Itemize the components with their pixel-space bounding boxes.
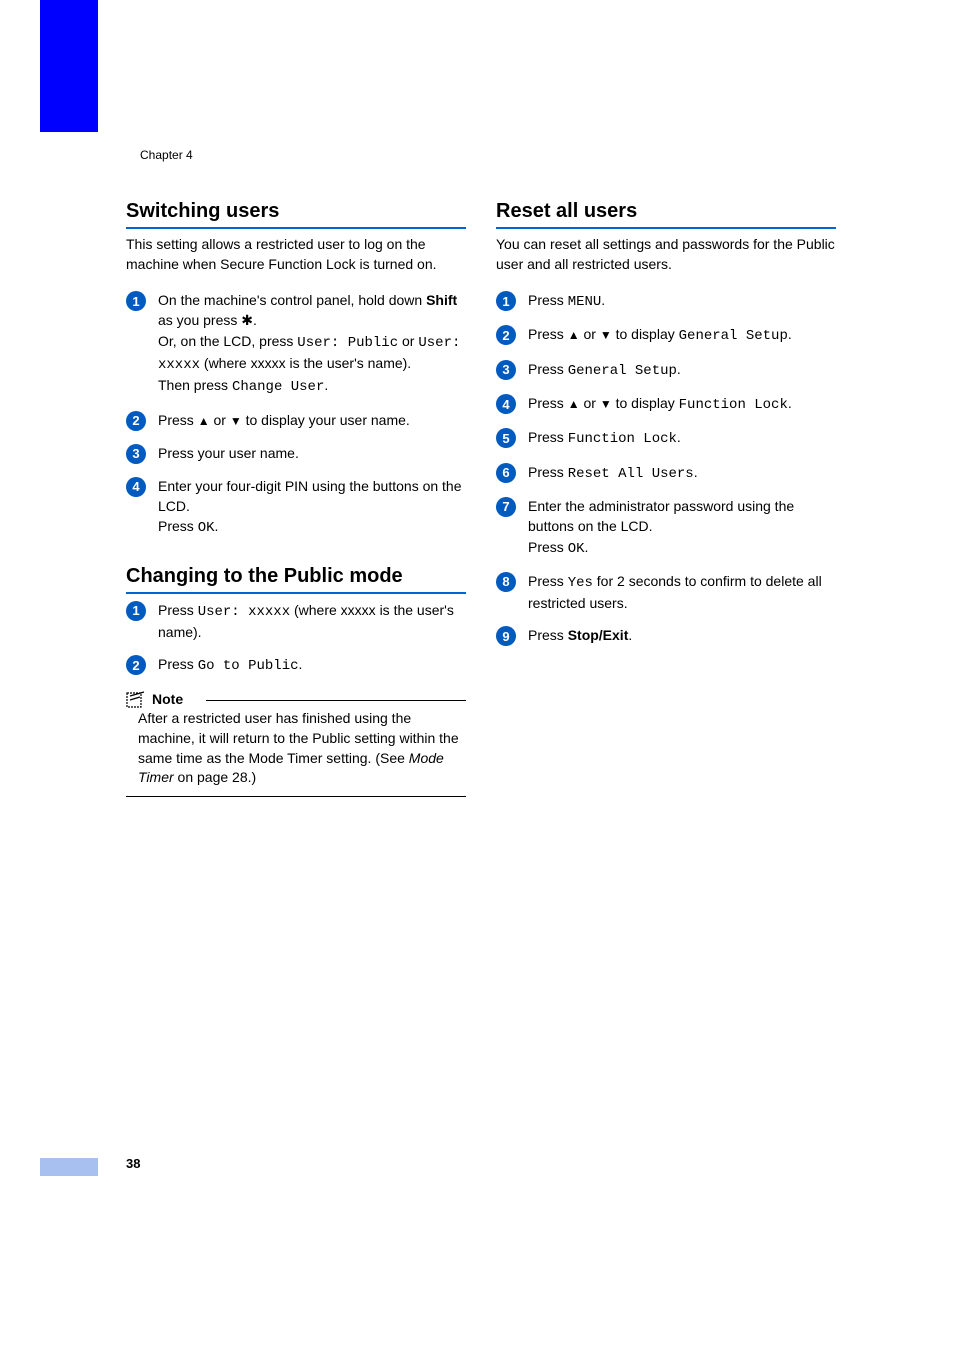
step-body: Press Stop/Exit. — [528, 625, 836, 645]
step-number-badge: 2 — [496, 325, 516, 345]
step-body: Enter your four-digit PIN using the butt… — [158, 476, 466, 539]
step: 4 Press ▲ or ▼ to display Function Lock. — [496, 393, 836, 415]
step: 1 Press User: xxxxx (where xxxxx is the u… — [126, 600, 466, 643]
steps-list: 1 Press MENU. 2 Press ▲ or ▼ to display Gen… — [496, 290, 836, 646]
note-title: Note — [152, 691, 183, 707]
step-body: Press ▲ or ▼ to display General Setup. — [528, 324, 836, 346]
steps-list: 1 On the machine's control panel, hold do… — [126, 290, 466, 538]
step-number-badge: 5 — [496, 428, 516, 448]
step-body: Press User: xxxxx (where xxxxx is the us… — [158, 600, 466, 643]
step-number-badge: 4 — [496, 394, 516, 414]
right-column: Reset all users You can reset all settin… — [496, 200, 836, 797]
step: 3 Press your user name. — [126, 443, 466, 464]
section-title-changing-public: Changing to the Public mode — [126, 565, 466, 594]
page-content: Switching users This setting allows a re… — [126, 200, 836, 797]
steps-list: 1 Press User: xxxxx (where xxxxx is the u… — [126, 600, 466, 677]
step-number-badge: 1 — [126, 291, 146, 311]
step: 1 Press MENU. — [496, 290, 836, 312]
section-intro: You can reset all settings and passwords… — [496, 235, 836, 274]
step-number-badge: 3 — [126, 444, 146, 464]
step-body: Press Go to Public. — [158, 654, 466, 676]
step-number-badge: 1 — [126, 601, 146, 621]
section-title-switching-users: Switching users — [126, 200, 466, 229]
step: 8 Press Yes for 2 seconds to confirm to d… — [496, 571, 836, 614]
note-icon — [126, 690, 146, 708]
header-color-band — [40, 0, 98, 132]
note-box: Note After a restricted user has finishe… — [126, 690, 466, 796]
step: 9 Press Stop/Exit. — [496, 625, 836, 646]
step-body: Press Yes for 2 seconds to confirm to de… — [528, 571, 836, 614]
step-number-badge: 7 — [496, 497, 516, 517]
step-body: Press your user name. — [158, 443, 466, 463]
step-body: Press Function Lock. — [528, 427, 836, 449]
step: 4 Enter your four-digit PIN using the but… — [126, 476, 466, 539]
step-body: On the machine's control panel, hold dow… — [158, 290, 466, 397]
step-number-badge: 1 — [496, 291, 516, 311]
step: 2 Press ▲ or ▼ to display your user name. — [126, 410, 466, 431]
step-body: Press MENU. — [528, 290, 836, 312]
step-number-badge: 4 — [126, 477, 146, 497]
step-body: Press Reset All Users. — [528, 462, 836, 484]
step-body: Press ▲ or ▼ to display Function Lock. — [528, 393, 836, 415]
step-number-badge: 6 — [496, 463, 516, 483]
page-side-tab — [40, 1158, 98, 1176]
step-number-badge: 9 — [496, 626, 516, 646]
step-number-badge: 2 — [126, 655, 146, 675]
note-body: After a restricted user has finished usi… — [126, 707, 466, 796]
step-number-badge: 8 — [496, 572, 516, 592]
step: 6 Press Reset All Users. — [496, 462, 836, 484]
step: 2 Press Go to Public. — [126, 654, 466, 676]
step-body: Press ▲ or ▼ to display your user name. — [158, 410, 466, 430]
step: 3 Press General Setup. — [496, 359, 836, 381]
step: 2 Press ▲ or ▼ to display General Setup. — [496, 324, 836, 346]
step: 7 Enter the administrator password using … — [496, 496, 836, 559]
chapter-label: Chapter 4 — [140, 148, 193, 162]
step-number-badge: 2 — [126, 411, 146, 431]
step: 5 Press Function Lock. — [496, 427, 836, 449]
section-title-reset-users: Reset all users — [496, 200, 836, 229]
left-column: Switching users This setting allows a re… — [126, 200, 466, 797]
step-body: Enter the administrator password using t… — [528, 496, 836, 559]
note-divider — [206, 700, 466, 701]
note-header: Note — [126, 690, 466, 708]
section-intro: This setting allows a restricted user to… — [126, 235, 466, 274]
page-number: 38 — [126, 1156, 140, 1171]
step-body: Press General Setup. — [528, 359, 836, 381]
step-number-badge: 3 — [496, 360, 516, 380]
step: 1 On the machine's control panel, hold do… — [126, 290, 466, 397]
